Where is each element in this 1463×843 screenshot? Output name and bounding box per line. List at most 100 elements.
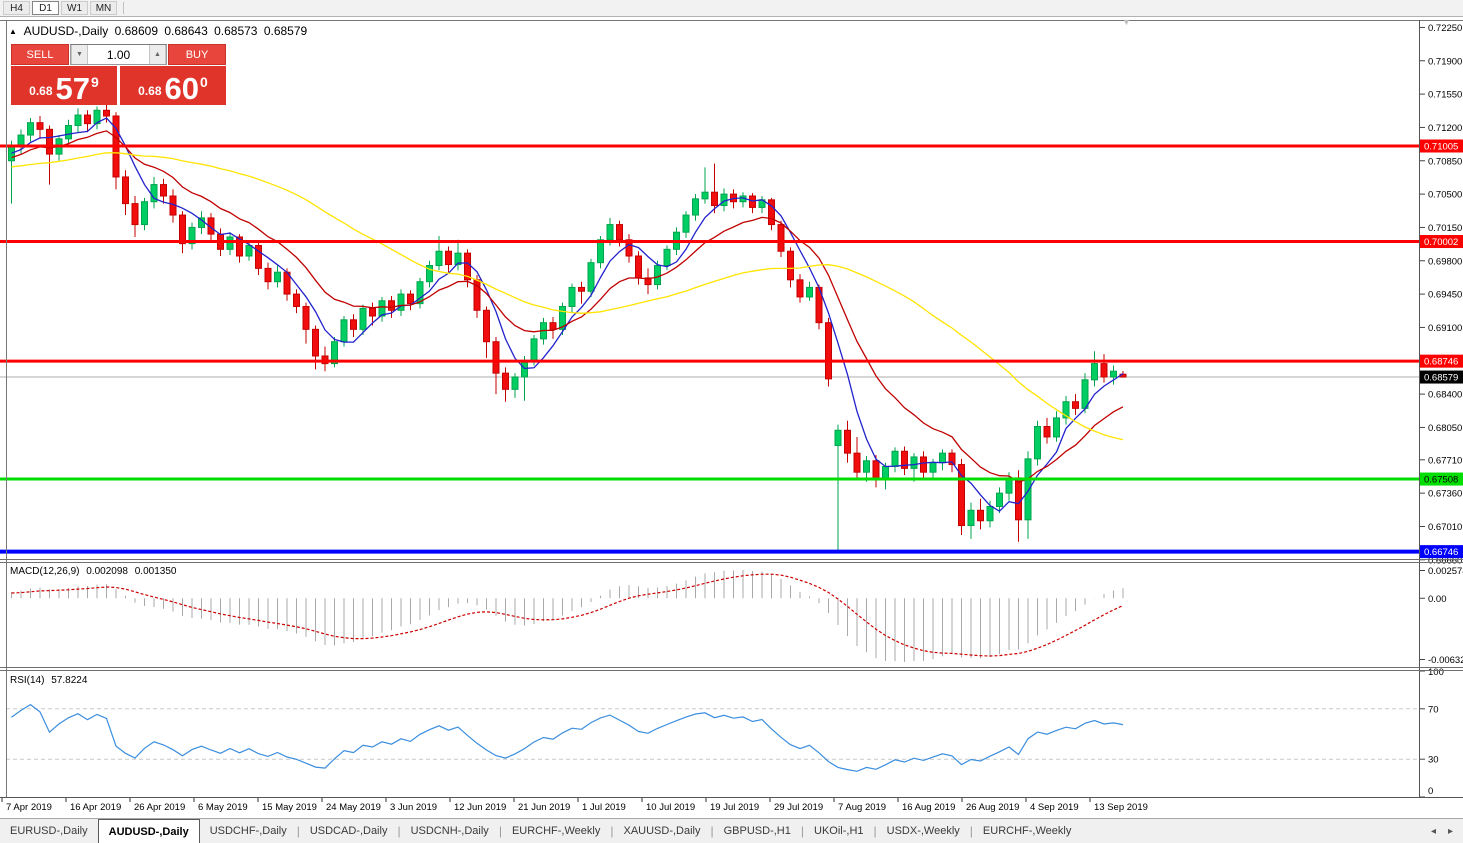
ma-line-13 — [11, 130, 1124, 483]
candles-layer — [8, 96, 1127, 551]
timeframe-button-mn[interactable]: MN — [90, 1, 117, 15]
svg-text:0.67360: 0.67360 — [1428, 489, 1462, 500]
svg-text:0.70002: 0.70002 — [1424, 237, 1458, 248]
svg-text:100: 100 — [1428, 667, 1444, 678]
svg-text:16 Aug 2019: 16 Aug 2019 — [902, 802, 955, 813]
svg-text:0: 0 — [1428, 786, 1433, 797]
tab-scroll-left-icon[interactable]: ◂ — [1430, 825, 1436, 837]
timeframe-button-h4[interactable]: H4 — [3, 1, 30, 15]
rsi-panel: 100 70 30 0 — [6, 667, 1444, 798]
svg-text:19 Jul 2019: 19 Jul 2019 — [710, 802, 759, 813]
sell-price-pip: 9 — [91, 74, 99, 90]
chart-tab-xauusd-daily[interactable]: XAUUSD-,Daily — [623, 825, 701, 837]
moving-averages-layer — [11, 117, 1124, 513]
volume-increase-icon[interactable]: ▲ — [149, 45, 166, 64]
timeframe-button-w1[interactable]: W1 — [61, 1, 88, 15]
sell-button[interactable]: SELL — [11, 44, 69, 65]
frame-lines — [0, 20, 1463, 798]
buy-button[interactable]: BUY — [168, 44, 226, 65]
level-price-label: 0.67508 — [1420, 472, 1463, 486]
chart-tab-audusd-daily[interactable]: AUDUSD-,Daily — [97, 819, 200, 843]
toolbar-divider — [123, 2, 124, 14]
sell-price-box[interactable]: 0.68 57 9 — [11, 66, 117, 105]
sell-price-big: 57 — [55, 71, 91, 106]
svg-text:0.70850: 0.70850 — [1428, 156, 1462, 167]
tab-separator: | — [397, 824, 401, 838]
chart-tab-gbpusd-h1[interactable]: GBPUSD-,H1 — [723, 825, 791, 837]
svg-text:13 Sep 2019: 13 Sep 2019 — [1094, 802, 1148, 813]
volume-decrease-icon[interactable]: ▼ — [71, 45, 88, 64]
tab-separator: | — [969, 824, 973, 838]
svg-text:26 Apr 2019: 26 Apr 2019 — [134, 802, 185, 813]
ohlc-low: 0.68573 — [214, 24, 258, 38]
tab-scroll-right-icon[interactable]: ▸ — [1447, 825, 1453, 837]
date-axis: 7 Apr 2019 16 Apr 2019 26 Apr 2019 6 May 20… — [1, 798, 1148, 813]
svg-text:0.72250: 0.72250 — [1428, 23, 1462, 34]
chart-tab-usdx-weekly[interactable]: USDX-,Weekly — [886, 825, 960, 837]
rsi-name: RSI(14) — [10, 675, 45, 686]
svg-text:0.69800: 0.69800 — [1428, 256, 1462, 267]
chart-tab-ukoil-h1[interactable]: UKOil-,H1 — [814, 825, 864, 837]
ohlc-close: 0.68579 — [263, 24, 308, 38]
macd-main-value: 0.002098 — [86, 566, 128, 577]
svg-text:0.67710: 0.67710 — [1428, 455, 1462, 466]
chart-tab-usdchf-daily[interactable]: USDCHF-,Daily — [209, 825, 287, 837]
svg-text:0.71200: 0.71200 — [1428, 123, 1462, 134]
buy-price-prefix: 0.68 — [138, 84, 162, 98]
timeframe-button-d1[interactable]: D1 — [32, 1, 59, 15]
svg-text:21 Jun 2019: 21 Jun 2019 — [518, 802, 570, 813]
rsi-value: 57.8224 — [51, 675, 88, 686]
svg-text:7 Apr 2019: 7 Apr 2019 — [6, 802, 52, 813]
tab-separator: | — [800, 824, 804, 838]
svg-text:0.66660: 0.66660 — [1428, 555, 1462, 566]
price-scale: 0.72250 0.71900 0.71550 0.71200 0.70850 0.705… — [1419, 23, 1463, 566]
svg-text:0.67508: 0.67508 — [1424, 475, 1458, 486]
timeframe-toolbar: H4 D1 W1 MN — [0, 0, 1463, 17]
svg-text:0.69450: 0.69450 — [1428, 290, 1462, 301]
sell-price-prefix: 0.68 — [29, 84, 53, 98]
svg-text:-0.006326: -0.006326 — [1428, 655, 1463, 666]
buy-price-pip: 0 — [200, 74, 208, 90]
chart-tab-eurchf-weekly[interactable]: EURCHF-,Weekly — [982, 825, 1072, 837]
svg-text:0.00: 0.00 — [1428, 594, 1447, 605]
ma-line-5 — [11, 117, 1124, 513]
tab-separator: | — [296, 824, 300, 838]
svg-text:0.67010: 0.67010 — [1428, 522, 1462, 533]
chart-title: ▲ AUDUSD-,Daily 0.68609 0.68643 0.68573 … — [9, 24, 310, 38]
rsi-label: RSI(14) 57.8224 — [10, 675, 91, 686]
svg-text:7 Aug 2019: 7 Aug 2019 — [838, 802, 886, 813]
macd-panel: 0.002574 0.00 -0.006326 — [11, 566, 1463, 666]
svg-text:0.68746: 0.68746 — [1424, 357, 1458, 368]
svg-text:0.70500: 0.70500 — [1428, 190, 1462, 201]
ma-line-34 — [11, 152, 1124, 441]
svg-text:0.002574: 0.002574 — [1428, 566, 1463, 577]
macd-signal-value: 0.001350 — [134, 566, 177, 577]
level-price-label: 0.68746 — [1420, 354, 1463, 368]
svg-text:29 Jul 2019: 29 Jul 2019 — [774, 802, 823, 813]
buy-price-box[interactable]: 0.68 60 0 — [120, 66, 226, 105]
buy-price-big: 60 — [164, 71, 200, 106]
svg-text:10 Jul 2019: 10 Jul 2019 — [646, 802, 695, 813]
svg-text:16 Apr 2019: 16 Apr 2019 — [70, 802, 121, 813]
volume-value[interactable]: 1.00 — [106, 47, 131, 62]
chart-tab-usdcad-daily[interactable]: USDCAD-,Daily — [309, 825, 388, 837]
tab-separator: | — [710, 824, 714, 838]
chart-tab-usdcnh-daily[interactable]: USDCNH-,Daily — [410, 825, 489, 837]
svg-text:6 May 2019: 6 May 2019 — [198, 802, 248, 813]
chart-tab-eurchf-weekly[interactable]: EURCHF-,Weekly — [511, 825, 601, 837]
svg-text:12 Jun 2019: 12 Jun 2019 — [454, 802, 506, 813]
rsi-line — [11, 703, 1124, 772]
tab-separator: | — [498, 824, 502, 838]
tab-separator: | — [873, 824, 877, 838]
symbol-tab-bar: EURUSD-,Daily AUDUSD-,Daily USDCHF-,Daily |… — [0, 818, 1463, 843]
macd-name: MACD(12,26,9) — [10, 566, 80, 577]
scroll-to-end-icon[interactable]: ▼ — [1122, 17, 1131, 27]
svg-text:0.71550: 0.71550 — [1428, 90, 1462, 101]
chart-tab-eurusd-daily[interactable]: EURUSD-,Daily — [10, 825, 88, 837]
svg-text:0.66746: 0.66746 — [1424, 547, 1458, 558]
svg-text:3 Jun 2019: 3 Jun 2019 — [390, 802, 437, 813]
level-price-label: 0.70002 — [1420, 235, 1463, 249]
collapse-panel-icon[interactable]: ▲ — [9, 27, 17, 36]
svg-text:24 May 2019: 24 May 2019 — [326, 802, 381, 813]
